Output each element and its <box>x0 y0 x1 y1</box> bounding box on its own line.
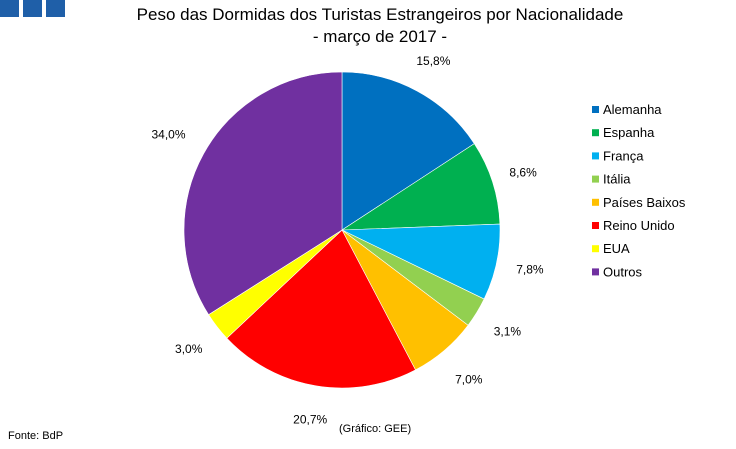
logo <box>0 0 65 17</box>
legend-label-reino-unido: Reino Unido <box>603 218 675 233</box>
legend: Alemanha Espanha França Itália Países Baixos… <box>592 102 686 279</box>
logo-block-2 <box>23 0 42 17</box>
legend-swatch-alemanha <box>592 106 599 113</box>
pie-slice-alemanha <box>341 71 475 231</box>
value-label-países-baixos: 7,0% <box>455 372 483 386</box>
value-label-espanha: 8,6% <box>509 165 537 179</box>
value-label-outros: 34,0% <box>151 128 185 142</box>
legend-label-frança: França <box>603 148 644 163</box>
legend-swatch-reino-unido <box>592 222 599 229</box>
pie-value-labels: 15,8% 8,6% 7,8% 3,1% 7,0% 20,7% 3,0% 34,0% <box>151 54 543 426</box>
legend-label-eua: EUA <box>603 241 630 256</box>
chart-credit: (Gráfico: GEE) <box>339 423 412 435</box>
legend-swatch-itália <box>592 175 599 183</box>
chart-title: Peso das Dormidas dos Turistas Estrangei… <box>90 4 670 48</box>
logo-block-3 <box>46 0 65 17</box>
value-label-itália: 3,1% <box>494 324 522 338</box>
pie-slice-outros <box>183 71 343 316</box>
logo-block-1 <box>0 0 19 17</box>
legend-label-espanha: Espanha <box>603 125 655 140</box>
legend-swatch-frança <box>592 152 599 160</box>
legend-label-itália: Itália <box>603 172 631 187</box>
legend-swatch-eua <box>592 245 599 253</box>
legend-label-outros: Outros <box>603 264 643 279</box>
pie-slice-espanha <box>340 143 501 231</box>
value-label-reino-unido: 20,7% <box>293 412 327 426</box>
chart-title-line1: Peso das Dormidas dos Turistas Estrangei… <box>136 5 624 24</box>
value-label-alemanha: 15,8% <box>416 54 450 68</box>
value-label-frança: 7,8% <box>516 263 544 277</box>
pie-slice-reino-unido <box>226 229 416 389</box>
legend-label-alemanha: Alemanha <box>603 102 662 117</box>
legend-swatch-países-baixos <box>592 198 599 206</box>
legend-label-países-baixos: Países Baixos <box>603 195 686 210</box>
legend-swatch-outros <box>592 268 599 276</box>
chart-title-line2: - março de 2017 - <box>312 27 448 46</box>
pie-slices <box>183 71 501 389</box>
source-note: Fonte: BdP <box>8 430 64 442</box>
legend-swatch-espanha <box>592 129 599 137</box>
value-label-eua: 3,0% <box>175 342 203 356</box>
